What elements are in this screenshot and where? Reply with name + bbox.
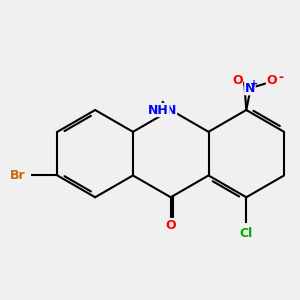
Text: O: O <box>232 74 242 87</box>
Text: NH: NH <box>148 103 169 116</box>
Text: N: N <box>245 82 255 95</box>
Text: N: N <box>166 103 176 116</box>
Text: O: O <box>266 74 277 87</box>
Text: +: + <box>250 79 258 89</box>
Text: O: O <box>165 219 176 232</box>
Text: Br: Br <box>9 169 25 182</box>
Text: Cl: Cl <box>240 227 253 240</box>
Text: -: - <box>278 71 284 84</box>
